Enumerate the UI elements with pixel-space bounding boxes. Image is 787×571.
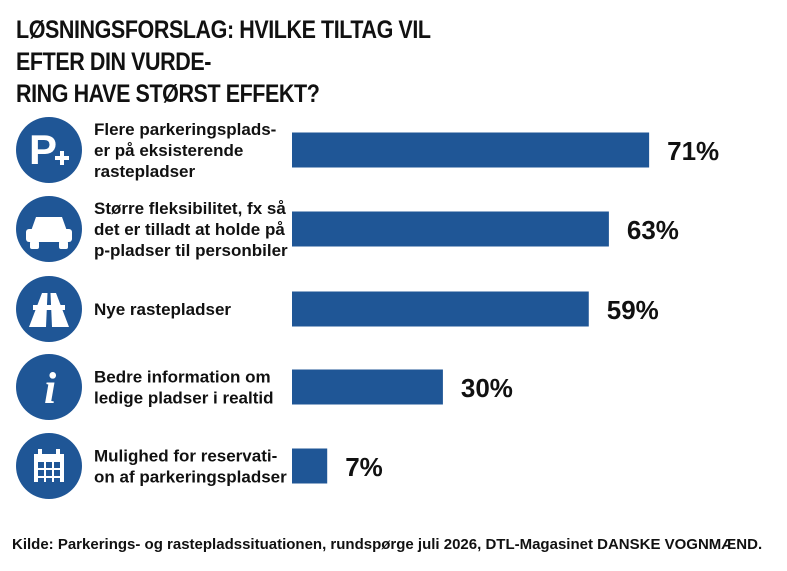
bar-value-label: 63% bbox=[627, 215, 679, 245]
source-note: Kilde: Parkerings- og rastepladssituatio… bbox=[12, 536, 763, 553]
bar-row-3: Nye rastepladser 59% bbox=[16, 276, 659, 342]
chart-title: LØSNINGSFORSLAG: HVILKE TILTAG VIL EFTER… bbox=[16, 14, 498, 110]
bar-value-label: 7% bbox=[345, 452, 383, 482]
category-label: Nye rastepladser bbox=[94, 300, 231, 319]
motorway-icon bbox=[16, 276, 82, 342]
bar-value-label: 30% bbox=[461, 373, 513, 403]
chart-title-line-2: RING HAVE STØRST EFFEKT? bbox=[16, 80, 320, 108]
car-icon bbox=[16, 196, 82, 262]
chart-title-line-1: LØSNINGSFORSLAG: HVILKE TILTAG VIL EFTER… bbox=[16, 16, 431, 76]
category-label: Mulighed for reservati-on af parkeringsp… bbox=[94, 447, 287, 487]
parking-plus-icon: P bbox=[16, 117, 82, 183]
bar-chart: P Flere parkeringsplads-er på eksisterend… bbox=[16, 117, 719, 499]
category-label: Større fleksibilitet, fx så det er tillad… bbox=[94, 199, 288, 260]
bar-row-4: i Bedre information om ledige pladser i re… bbox=[16, 354, 513, 420]
bar-value-label: 59% bbox=[607, 295, 659, 325]
i-glyph: i bbox=[44, 364, 57, 413]
bar bbox=[292, 132, 650, 168]
info-icon: i bbox=[16, 354, 82, 420]
bar bbox=[292, 369, 443, 405]
calendar-icon bbox=[16, 433, 82, 499]
category-label: Flere parkeringsplads-er på eksisterende… bbox=[94, 120, 276, 181]
bar-row-5: Mulighed for reservati-on af parkeringsp… bbox=[16, 433, 383, 499]
bar bbox=[292, 211, 609, 247]
p-glyph: P bbox=[29, 126, 57, 173]
bar-row-2: Større fleksibilitet, fx så det er tillad… bbox=[16, 196, 679, 262]
bar-value-label: 71% bbox=[667, 136, 719, 166]
bar bbox=[292, 291, 589, 327]
category-label: Bedre information om ledige pladser i rea… bbox=[94, 368, 274, 408]
bar bbox=[292, 448, 328, 484]
bar-row-1: P Flere parkeringsplads-er på eksisterend… bbox=[16, 117, 719, 183]
